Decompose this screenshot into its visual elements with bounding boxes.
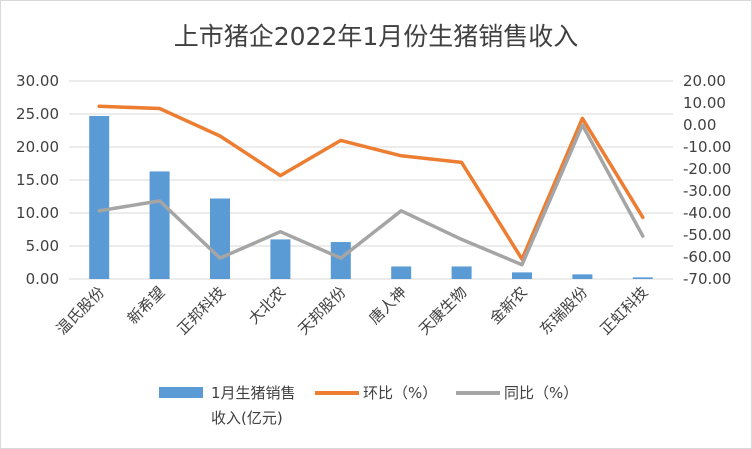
bar bbox=[391, 266, 412, 279]
right-axis-tick-label: 0.00 bbox=[683, 116, 716, 134]
right-axis-tick-label: -50.00 bbox=[683, 226, 731, 244]
category-label: 天邦股份 bbox=[294, 283, 349, 338]
right-axis-tick-label: -30.00 bbox=[683, 182, 731, 200]
bar bbox=[512, 272, 532, 279]
bar bbox=[89, 115, 110, 279]
bar bbox=[210, 198, 230, 279]
category-label: 正虹科技 bbox=[596, 283, 651, 338]
category-label: 温氏股份 bbox=[53, 283, 108, 338]
left-axis-tick-label: 10.00 bbox=[16, 204, 59, 222]
left-axis-tick-label: 15.00 bbox=[16, 171, 59, 189]
category-label: 东瑞股份 bbox=[536, 283, 591, 338]
legend-swatch-bar bbox=[159, 387, 203, 398]
category-label: 唐人神 bbox=[365, 283, 410, 328]
left-axis-tick-label: 25.00 bbox=[16, 105, 59, 123]
left-axis-tick-label: 5.00 bbox=[26, 237, 59, 255]
chart-title: 上市猪企2022年1月份生猪销售收入 bbox=[174, 22, 579, 51]
right-axis-tick-label: -40.00 bbox=[683, 204, 731, 222]
series-line bbox=[97, 104, 645, 261]
bar bbox=[330, 242, 351, 279]
left-axis-tick-label: 30.00 bbox=[16, 72, 59, 90]
right-axis-tick-label: -10.00 bbox=[683, 138, 731, 156]
bar bbox=[149, 171, 170, 279]
right-axis-tick-label: -20.00 bbox=[683, 160, 731, 178]
category-label: 金新农 bbox=[486, 283, 531, 328]
right-axis-tick-label: -60.00 bbox=[683, 248, 731, 266]
legend-label: 环比（%） bbox=[363, 384, 437, 402]
category-label: 天康生物 bbox=[415, 283, 470, 338]
bar-series bbox=[89, 115, 653, 279]
left-axis-ticks: 30.00 25.00 20.00 15.00 10.00 5.00 0.00 bbox=[16, 72, 59, 288]
left-axis-tick-label: 20.00 bbox=[16, 138, 59, 156]
right-axis-tick-label: 20.00 bbox=[683, 72, 726, 90]
left-axis-tick-label: 0.00 bbox=[26, 270, 59, 288]
bar bbox=[632, 277, 653, 279]
category-label: 大北农 bbox=[245, 283, 290, 328]
line-series bbox=[97, 104, 645, 267]
category-labels: 温氏股份 新希望 正邦科技 大北农 天邦股份 唐人神 天康生物 金新农 东瑞股份 正虹科技 bbox=[53, 283, 652, 338]
category-label: 正邦科技 bbox=[174, 283, 229, 338]
right-axis-ticks: 20.00 10.00 0.00 -10.00 -20.00 -30.00 -40.00 -5… bbox=[683, 72, 731, 288]
legend-label: 1月生猪销售 bbox=[211, 384, 296, 402]
bar bbox=[270, 239, 291, 279]
category-label: 新希望 bbox=[124, 283, 169, 328]
series-line bbox=[97, 123, 645, 267]
right-axis-tick-label: 10.00 bbox=[683, 94, 726, 112]
legend-label: 收入(亿元) bbox=[211, 409, 283, 427]
legend-label: 同比（%） bbox=[504, 384, 578, 402]
bar bbox=[451, 266, 472, 279]
right-axis-tick-label: -70.00 bbox=[683, 270, 731, 288]
bar bbox=[572, 274, 593, 279]
